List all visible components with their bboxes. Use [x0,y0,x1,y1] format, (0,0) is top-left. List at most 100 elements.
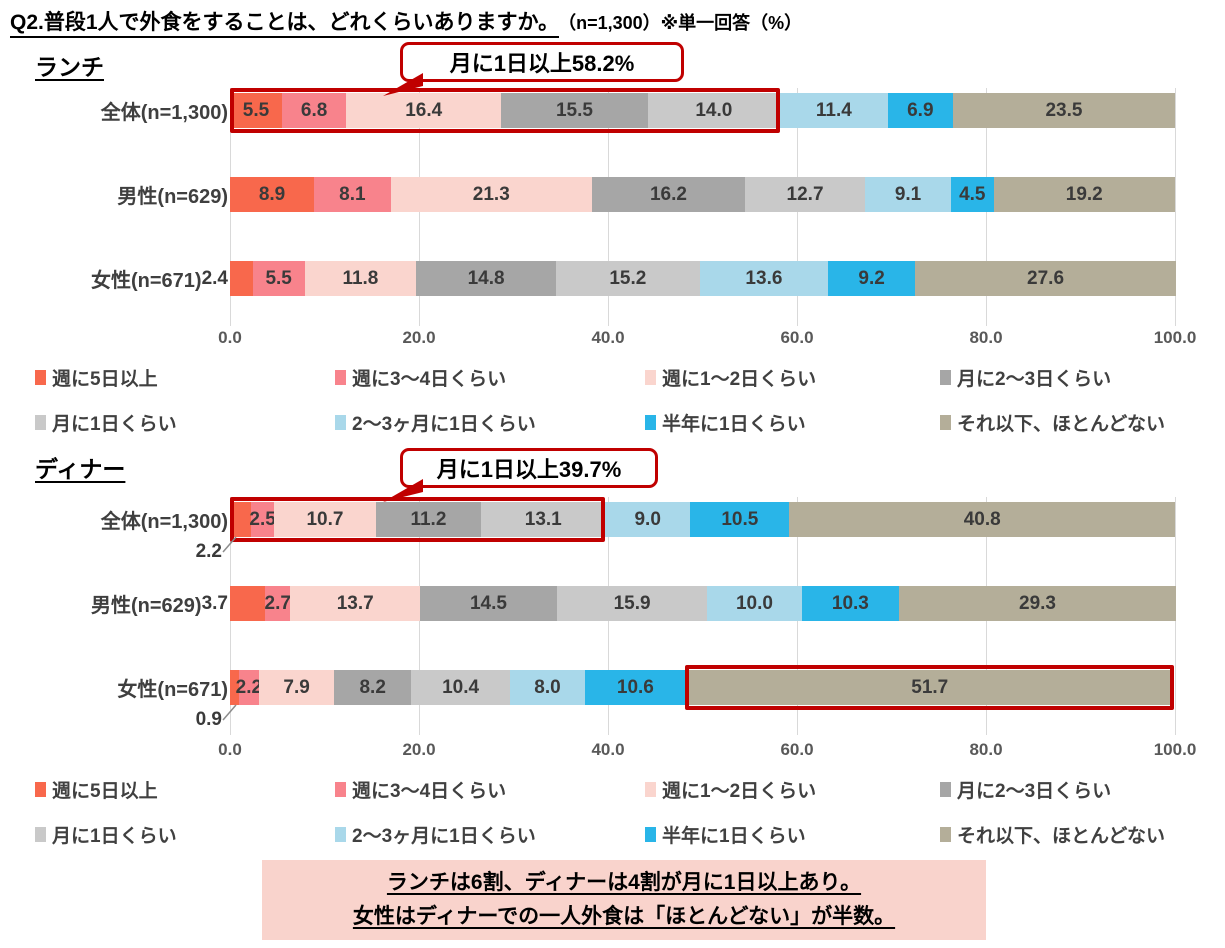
axis-tick-label: 40.0 [591,328,625,347]
bar-segment [411,670,510,705]
bar-value-label: 4.5 [959,183,986,205]
bar-value-label: 10.5 [721,508,759,530]
bar-value-label: 15.5 [555,99,593,121]
bar-segment [281,93,347,128]
row-label-text: 女性(n=671) [90,270,202,292]
bar-segment [230,586,265,621]
bar-segment [230,502,251,537]
legend-swatch-icon [35,827,46,842]
dinner-callout-text: 月に1日以上39.7% [436,457,622,482]
bar-segment [699,261,829,296]
axis-tick-label: 80.0 [969,328,1003,347]
bar-segment [915,261,1176,296]
legend-swatch-icon [645,415,656,430]
summary-note-line-1: ランチは6割、ディナーは4割が月に1日以上あり。 [386,871,862,895]
bar-segment [274,502,376,537]
legend-label: 2〜3ヶ月に1日くらい [352,826,536,847]
bar-segment [346,93,502,128]
bar-value-label: 8.2 [359,676,386,698]
row-label: 男性(n=629) [0,177,228,212]
bar-segment [647,93,780,128]
bar-value-label: 15.2 [609,267,647,289]
highlight-outline [685,665,1175,710]
bar-segment [230,177,315,212]
row-label-text: 女性(n=671) [117,679,228,701]
bar-segment [899,586,1176,621]
axis-tick-label: 60.0 [780,328,814,347]
legend-swatch-icon [335,370,346,385]
row-label: 女性(n=671) [0,670,228,705]
bar-value-label: 16.2 [649,183,687,205]
legend-item: 月に2〜3日くらい [940,364,1111,391]
bar-segment [509,670,586,705]
page-title: Q2.普段1人で外食をすることは、どれくらいありますか。 （n=1,300）※単一… [10,6,802,38]
bar-value-label: 5.5 [242,99,270,121]
bar-segment [585,670,686,705]
legend-item: 月に1日くらい [35,409,177,436]
bar-value-label: 11.8 [342,267,379,289]
legend-label: 月に2〜3日くらい [957,369,1112,390]
axis-tick-label: 80.0 [969,740,1003,759]
bar-segment [887,93,953,128]
callout-tail-icon [383,479,423,502]
legend-label: 週に1〜2日くらい [662,369,817,390]
lunch-chart: ランチ 月に1日以上58.2% 全体(n=1,300) 5.5 6.8 16.4 15.… [0,40,1225,448]
legend-swatch-icon [940,782,951,797]
bar-track: 5.5 11.8 14.8 15.2 13.6 9.2 27.6 [230,261,1176,296]
row-label: 全体(n=1,300) [0,502,228,537]
bar-value-label: 14.8 [467,267,505,289]
legend-item: 月に2〜3日くらい [940,776,1111,803]
bar-value-label-outside: 0.9 [195,709,222,730]
legend-swatch-icon [335,415,346,430]
legend-swatch-icon [940,415,951,430]
bar-value-label: 40.8 [963,508,1001,530]
leader-line [222,536,237,553]
bar-value-label-outside: 2.2 [195,541,222,562]
dinner-chart: ディナー 月に1日以上39.7% 全体(n=1,300) 2.5 10.7 11.2 1… [0,448,1225,848]
bar-value-label: 14.5 [469,592,507,614]
bar-value-label: 6.9 [907,99,934,121]
legend-swatch-icon [35,370,46,385]
bar-track: 8.9 8.1 21.3 16.2 12.7 9.1 4.5 19.2 [230,177,1175,212]
question-title: Q2.普段1人で外食をすることは、どれくらいありますか。 [10,11,560,38]
bar-segment [264,586,291,621]
bar-segment [304,261,417,296]
bar-segment [290,586,420,621]
legend-label: 月に1日くらい [52,414,177,435]
bar-value-label: 19.2 [1065,183,1103,205]
row-label: 全体(n=1,300) [0,93,228,128]
bar-segment [501,93,648,128]
bar-segment [238,670,260,705]
row-label: 女性(n=671) 2.4 [0,261,228,296]
row-label-text: 男性(n=629) [117,186,228,208]
legend-label: 週に3〜4日くらい [352,369,507,390]
legend-item: 半年に1日くらい [645,821,806,848]
bar-value-label: 15.9 [613,592,651,614]
legend-swatch-icon [335,782,346,797]
highlight-outline [230,88,780,133]
bar-value-label: 51.7 [911,676,949,698]
bar-segment [707,586,802,621]
bar-segment [865,177,952,212]
bar-value-label: 16.4 [405,99,443,121]
axis-tick-label: 100.0 [1153,328,1197,347]
bar-track: 5.5 6.8 16.4 15.5 14.0 11.4 6.9 23.5 [230,88,1175,133]
summary-note-line-2: 女性はディナーでの一人外食は「ほとんどない」が半数。 [352,905,896,928]
legend-label: 月に2〜3日くらい [957,781,1112,802]
axis-tick-label: 60.0 [780,740,814,759]
legend-label: 週に5日以上 [52,369,158,390]
legend-item: 週に5日以上 [35,364,158,391]
bar-segment [230,670,239,705]
axis-tick-label: 100.0 [1153,740,1197,759]
bar-value-label: 2.5 [249,508,276,530]
bar-value-label: 8.9 [258,183,286,205]
axis-tick-label: 0.0 [218,328,242,347]
bar-value-label: 9.1 [894,183,922,205]
bar-segment [314,177,391,212]
legend-item: 週に5日以上 [35,776,158,803]
bar-segment [419,586,557,621]
bar-track: 2.7 13.7 14.5 15.9 10.0 10.3 29.3 [230,586,1176,621]
bar-value-label-outside: 3.7 [201,592,228,614]
bar-value-label: 5.5 [265,267,292,289]
bar-segment [952,93,1175,128]
